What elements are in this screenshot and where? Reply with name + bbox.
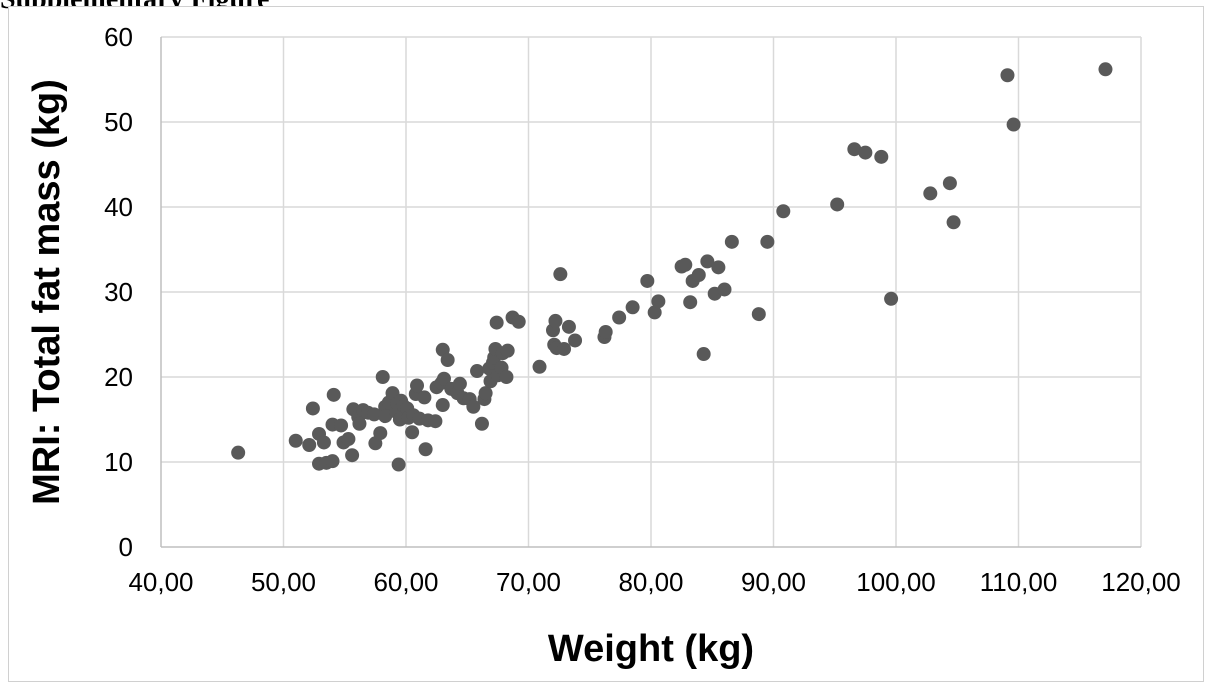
data-point (625, 300, 640, 315)
data-point (553, 267, 568, 282)
data-point (1098, 62, 1113, 77)
axes (160, 37, 1141, 548)
data-point (334, 418, 349, 433)
data-point (405, 425, 420, 440)
data-point (489, 315, 504, 330)
data-point (751, 307, 766, 322)
data-point (946, 215, 961, 230)
data-point (417, 390, 432, 405)
data-point (435, 398, 450, 413)
data-point (647, 305, 662, 320)
data-point (474, 416, 489, 431)
data-point (428, 414, 443, 429)
data-point (466, 399, 481, 414)
data-point (683, 295, 698, 310)
data-point (316, 435, 331, 450)
data-point (352, 416, 367, 431)
y-tick-label: 50 (104, 107, 133, 137)
data-point (345, 448, 360, 463)
data-point (874, 149, 889, 164)
data-point (440, 353, 455, 367)
y-tick-label: 40 (104, 192, 133, 222)
data-point (598, 324, 613, 339)
x-tick-label: 120,00 (1101, 567, 1181, 597)
data-point (341, 432, 356, 447)
data-point (568, 333, 583, 348)
x-tick-label: 80,00 (618, 567, 683, 597)
x-tick-label: 70,00 (496, 567, 561, 597)
y-tick-label: 20 (104, 362, 133, 392)
data-point (373, 426, 388, 441)
data-point (858, 145, 873, 160)
y-tick-label: 60 (104, 22, 133, 52)
data-point (478, 386, 493, 401)
data-point (700, 254, 715, 269)
data-point (452, 376, 467, 391)
data-point (830, 197, 845, 212)
data-point (470, 364, 485, 379)
data-point (418, 442, 433, 457)
x-tick-label: 40,00 (128, 567, 193, 597)
data-point (499, 370, 514, 384)
data-point (326, 387, 341, 402)
data-point (612, 310, 627, 325)
x-tick-label: 90,00 (741, 567, 806, 597)
data-point (1006, 117, 1021, 132)
data-point (923, 186, 938, 201)
y-tick-label: 0 (119, 532, 133, 562)
data-point (640, 273, 655, 288)
data-point (325, 454, 340, 469)
data-point (776, 204, 791, 219)
scatter-chart: 40,00 50,00 60,00 70,00 80,00 90,00 100,00 110,… (26, 22, 1181, 670)
x-axis-title: Weight (kg) (548, 628, 754, 670)
y-axis-title: MRI: Total fat mass (kg) (26, 79, 68, 505)
x-tick-label: 110,00 (980, 567, 1058, 597)
data-point (548, 313, 563, 328)
x-tick-label: 50,00 (251, 567, 316, 597)
data-point (691, 268, 706, 282)
data-point (561, 319, 576, 334)
data-point (288, 433, 303, 448)
data-point (367, 407, 382, 422)
data-point (651, 294, 666, 309)
y-tick-label: 10 (104, 447, 133, 477)
data-point (500, 343, 515, 358)
data-points (231, 62, 1113, 472)
data-point (942, 176, 957, 191)
gridlines (161, 36, 1142, 547)
data-point (884, 291, 899, 306)
data-point (696, 347, 711, 362)
data-point (717, 282, 732, 297)
data-point (378, 409, 393, 424)
data-point (231, 445, 246, 460)
data-point (302, 438, 317, 452)
data-point (532, 359, 547, 374)
data-point (410, 378, 425, 393)
chart-frame: 40,00 50,00 60,00 70,00 80,00 90,00 100,00 110,… (8, 6, 1204, 682)
data-point (557, 341, 572, 356)
data-point (305, 401, 320, 416)
data-point (724, 234, 739, 249)
data-point (511, 314, 526, 329)
data-point (847, 142, 862, 157)
data-point (1000, 68, 1015, 83)
y-tick-label: 30 (104, 277, 133, 307)
data-point (760, 234, 775, 249)
data-point (678, 257, 693, 272)
tick-labels: 40,00 50,00 60,00 70,00 80,00 90,00 100,00 110,… (104, 22, 1181, 597)
data-point (436, 371, 451, 386)
x-tick-label: 60,00 (373, 567, 438, 597)
data-point (375, 370, 390, 384)
x-tick-label: 100,00 (856, 567, 936, 597)
data-point (391, 457, 406, 472)
data-point (711, 260, 726, 275)
